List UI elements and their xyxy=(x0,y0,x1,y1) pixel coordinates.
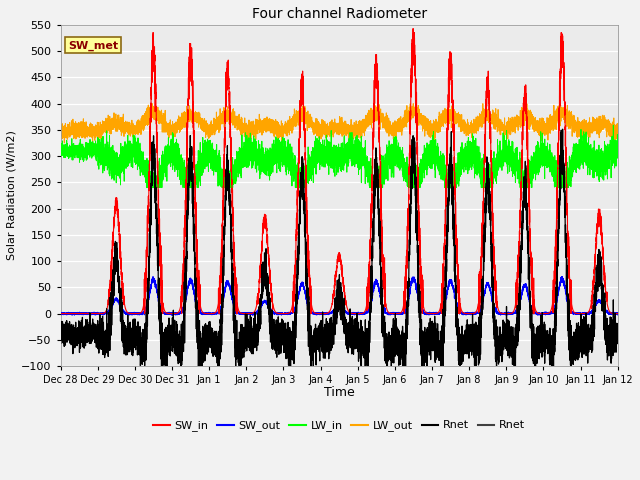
Title: Four channel Radiometer: Four channel Radiometer xyxy=(252,7,427,21)
X-axis label: Time: Time xyxy=(324,386,355,399)
Legend: SW_in, SW_out, LW_in, LW_out, Rnet, Rnet: SW_in, SW_out, LW_in, LW_out, Rnet, Rnet xyxy=(149,416,529,436)
Text: SW_met: SW_met xyxy=(68,40,118,50)
Y-axis label: Solar Radiation (W/m2): Solar Radiation (W/m2) xyxy=(7,131,17,261)
